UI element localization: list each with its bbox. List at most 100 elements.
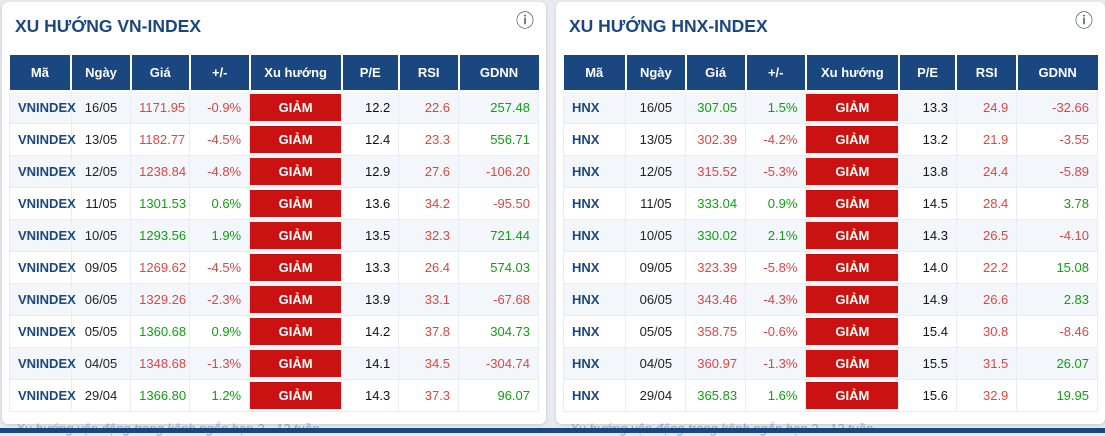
gdnn-cell: -67.68 (458, 283, 539, 316)
price-cell: 1293.56 (130, 219, 191, 252)
symbol-link[interactable]: HNX (562, 155, 627, 188)
trend-cell: GIẢM (805, 315, 899, 348)
symbol-link[interactable]: VNINDEX (9, 315, 76, 348)
rsi-cell: 33.1 (398, 283, 460, 316)
change-cell: -4.3% (745, 283, 807, 316)
table-row: VNINDEX 04/05 1348.68 -1.3% GIẢM 14.1 34… (9, 347, 539, 380)
price-cell: 1329.26 (130, 283, 191, 316)
date-cell: 11/05 (625, 187, 687, 220)
change-cell: -2.3% (189, 283, 251, 316)
trend-badge: GIẢM (806, 254, 899, 281)
symbol-link[interactable]: VNINDEX (9, 347, 76, 380)
price-cell: 1269.62 (130, 251, 191, 284)
trend-cell: GIẢM (805, 379, 899, 412)
gdnn-cell: -3.55 (1016, 123, 1098, 156)
col-header-gdnn: GDNN (1015, 55, 1098, 92)
pe-cell: 14.2 (341, 315, 400, 348)
change-cell: -4.5% (189, 251, 251, 284)
symbol-link[interactable]: HNX (562, 283, 627, 316)
trend-badge: GIẢM (250, 254, 342, 281)
pe-cell: 12.2 (341, 90, 400, 124)
change-cell: -4.5% (189, 123, 251, 156)
gdnn-cell: 15.08 (1016, 251, 1098, 284)
symbol-link[interactable]: VNINDEX (9, 123, 76, 156)
pe-cell: 13.8 (898, 155, 957, 188)
trend-cell: GIẢM (249, 251, 342, 284)
gdnn-cell: -106.20 (458, 155, 539, 188)
gdnn-cell: 96.07 (458, 379, 539, 412)
col-header-change: +/- (188, 55, 250, 92)
date-cell: 12/05 (70, 155, 132, 188)
date-cell: 05/05 (625, 315, 687, 348)
symbol-link[interactable]: VNINDEX (9, 219, 76, 252)
pe-cell: 15.6 (898, 379, 957, 412)
col-header-gdnn: GDNN (457, 55, 539, 92)
pe-cell: 13.3 (341, 251, 400, 284)
gdnn-cell: -8.46 (1016, 315, 1098, 348)
gdnn-cell: 26.07 (1016, 347, 1098, 380)
symbol-link[interactable]: HNX (562, 187, 627, 220)
table-row: VNINDEX 29/04 1366.80 1.2% GIẢM 14.3 37.… (9, 379, 539, 412)
trend-cell: GIẢM (249, 187, 342, 220)
table-row: VNINDEX 06/05 1329.26 -2.3% GIẢM 13.9 33… (9, 283, 539, 316)
pe-cell: 14.3 (898, 219, 957, 252)
symbol-link[interactable]: VNINDEX (9, 90, 76, 124)
date-cell: 29/04 (625, 379, 687, 412)
change-cell: 1.6% (745, 379, 807, 412)
trend-badge: GIẢM (806, 382, 899, 409)
info-icon[interactable]: ⓘ (516, 11, 534, 31)
price-cell: 333.04 (685, 187, 747, 220)
trend-badge: GIẢM (250, 382, 342, 409)
table-row: HNX 04/05 360.97 -1.3% GIẢM 15.5 31.5 26… (562, 347, 1098, 380)
symbol-link[interactable]: VNINDEX (9, 379, 76, 412)
symbol-link[interactable]: VNINDEX (9, 155, 76, 188)
change-cell: -5.8% (745, 251, 807, 284)
trend-badge: GIẢM (806, 318, 899, 345)
symbol-link[interactable]: VNINDEX (9, 283, 76, 316)
info-icon[interactable]: ⓘ (1075, 11, 1093, 31)
change-cell: -1.3% (189, 347, 251, 380)
pe-cell: 13.2 (898, 123, 957, 156)
trend-cell: GIẢM (249, 379, 342, 412)
date-cell: 06/05 (70, 283, 132, 316)
table-row: VNINDEX 05/05 1360.68 0.9% GIẢM 14.2 37.… (9, 315, 539, 348)
symbol-link[interactable]: HNX (562, 123, 627, 156)
change-cell: -5.3% (745, 155, 807, 188)
col-header-ma: Mã (9, 55, 72, 92)
symbol-link[interactable]: VNINDEX (9, 187, 76, 220)
symbol-link[interactable]: HNX (562, 90, 627, 124)
col-header-ngay: Ngày (624, 55, 686, 92)
date-cell: 11/05 (70, 187, 132, 220)
date-cell: 10/05 (625, 219, 687, 252)
price-cell: 358.75 (685, 315, 747, 348)
change-cell: 2.1% (745, 219, 807, 252)
change-cell: 1.5% (745, 90, 807, 124)
gdnn-cell: -5.89 (1016, 155, 1098, 188)
date-cell: 10/05 (70, 219, 132, 252)
symbol-link[interactable]: VNINDEX (9, 251, 76, 284)
rsi-cell: 23.3 (398, 123, 460, 156)
rsi-cell: 27.6 (398, 155, 460, 188)
gdnn-cell: -4.10 (1016, 219, 1098, 252)
table-row: HNX 11/05 333.04 0.9% GIẢM 14.5 28.4 3.7… (562, 187, 1098, 220)
symbol-link[interactable]: HNX (562, 379, 627, 412)
date-cell: 04/05 (70, 347, 132, 380)
symbol-link[interactable]: HNX (562, 315, 627, 348)
table-header-row: Mã Ngày Giá +/- Xu hướng P/E RSI GDNN (9, 55, 539, 92)
symbol-link[interactable]: HNX (562, 251, 627, 284)
trend-badge: GIẢM (806, 126, 899, 153)
symbol-link[interactable]: HNX (562, 219, 627, 252)
table-row: VNINDEX 16/05 1171.95 -0.9% GIẢM 12.2 22… (9, 90, 539, 124)
table-row: HNX 12/05 315.52 -5.3% GIẢM 13.8 24.4 -5… (562, 155, 1098, 188)
change-cell: -0.9% (189, 90, 251, 124)
price-cell: 323.39 (685, 251, 747, 284)
price-cell: 1348.68 (130, 347, 191, 380)
symbol-link[interactable]: HNX (562, 347, 627, 380)
table-header-row: Mã Ngày Giá +/- Xu hướng P/E RSI GDNN (563, 55, 1098, 92)
trend-cell: GIẢM (249, 347, 342, 380)
panel-vnindex-header: XU HƯỚNG VN-INDEX ⓘ (2, 2, 546, 55)
trend-badge: GIẢM (250, 190, 342, 217)
price-cell: 360.97 (685, 347, 747, 380)
pe-cell: 15.4 (898, 315, 957, 348)
